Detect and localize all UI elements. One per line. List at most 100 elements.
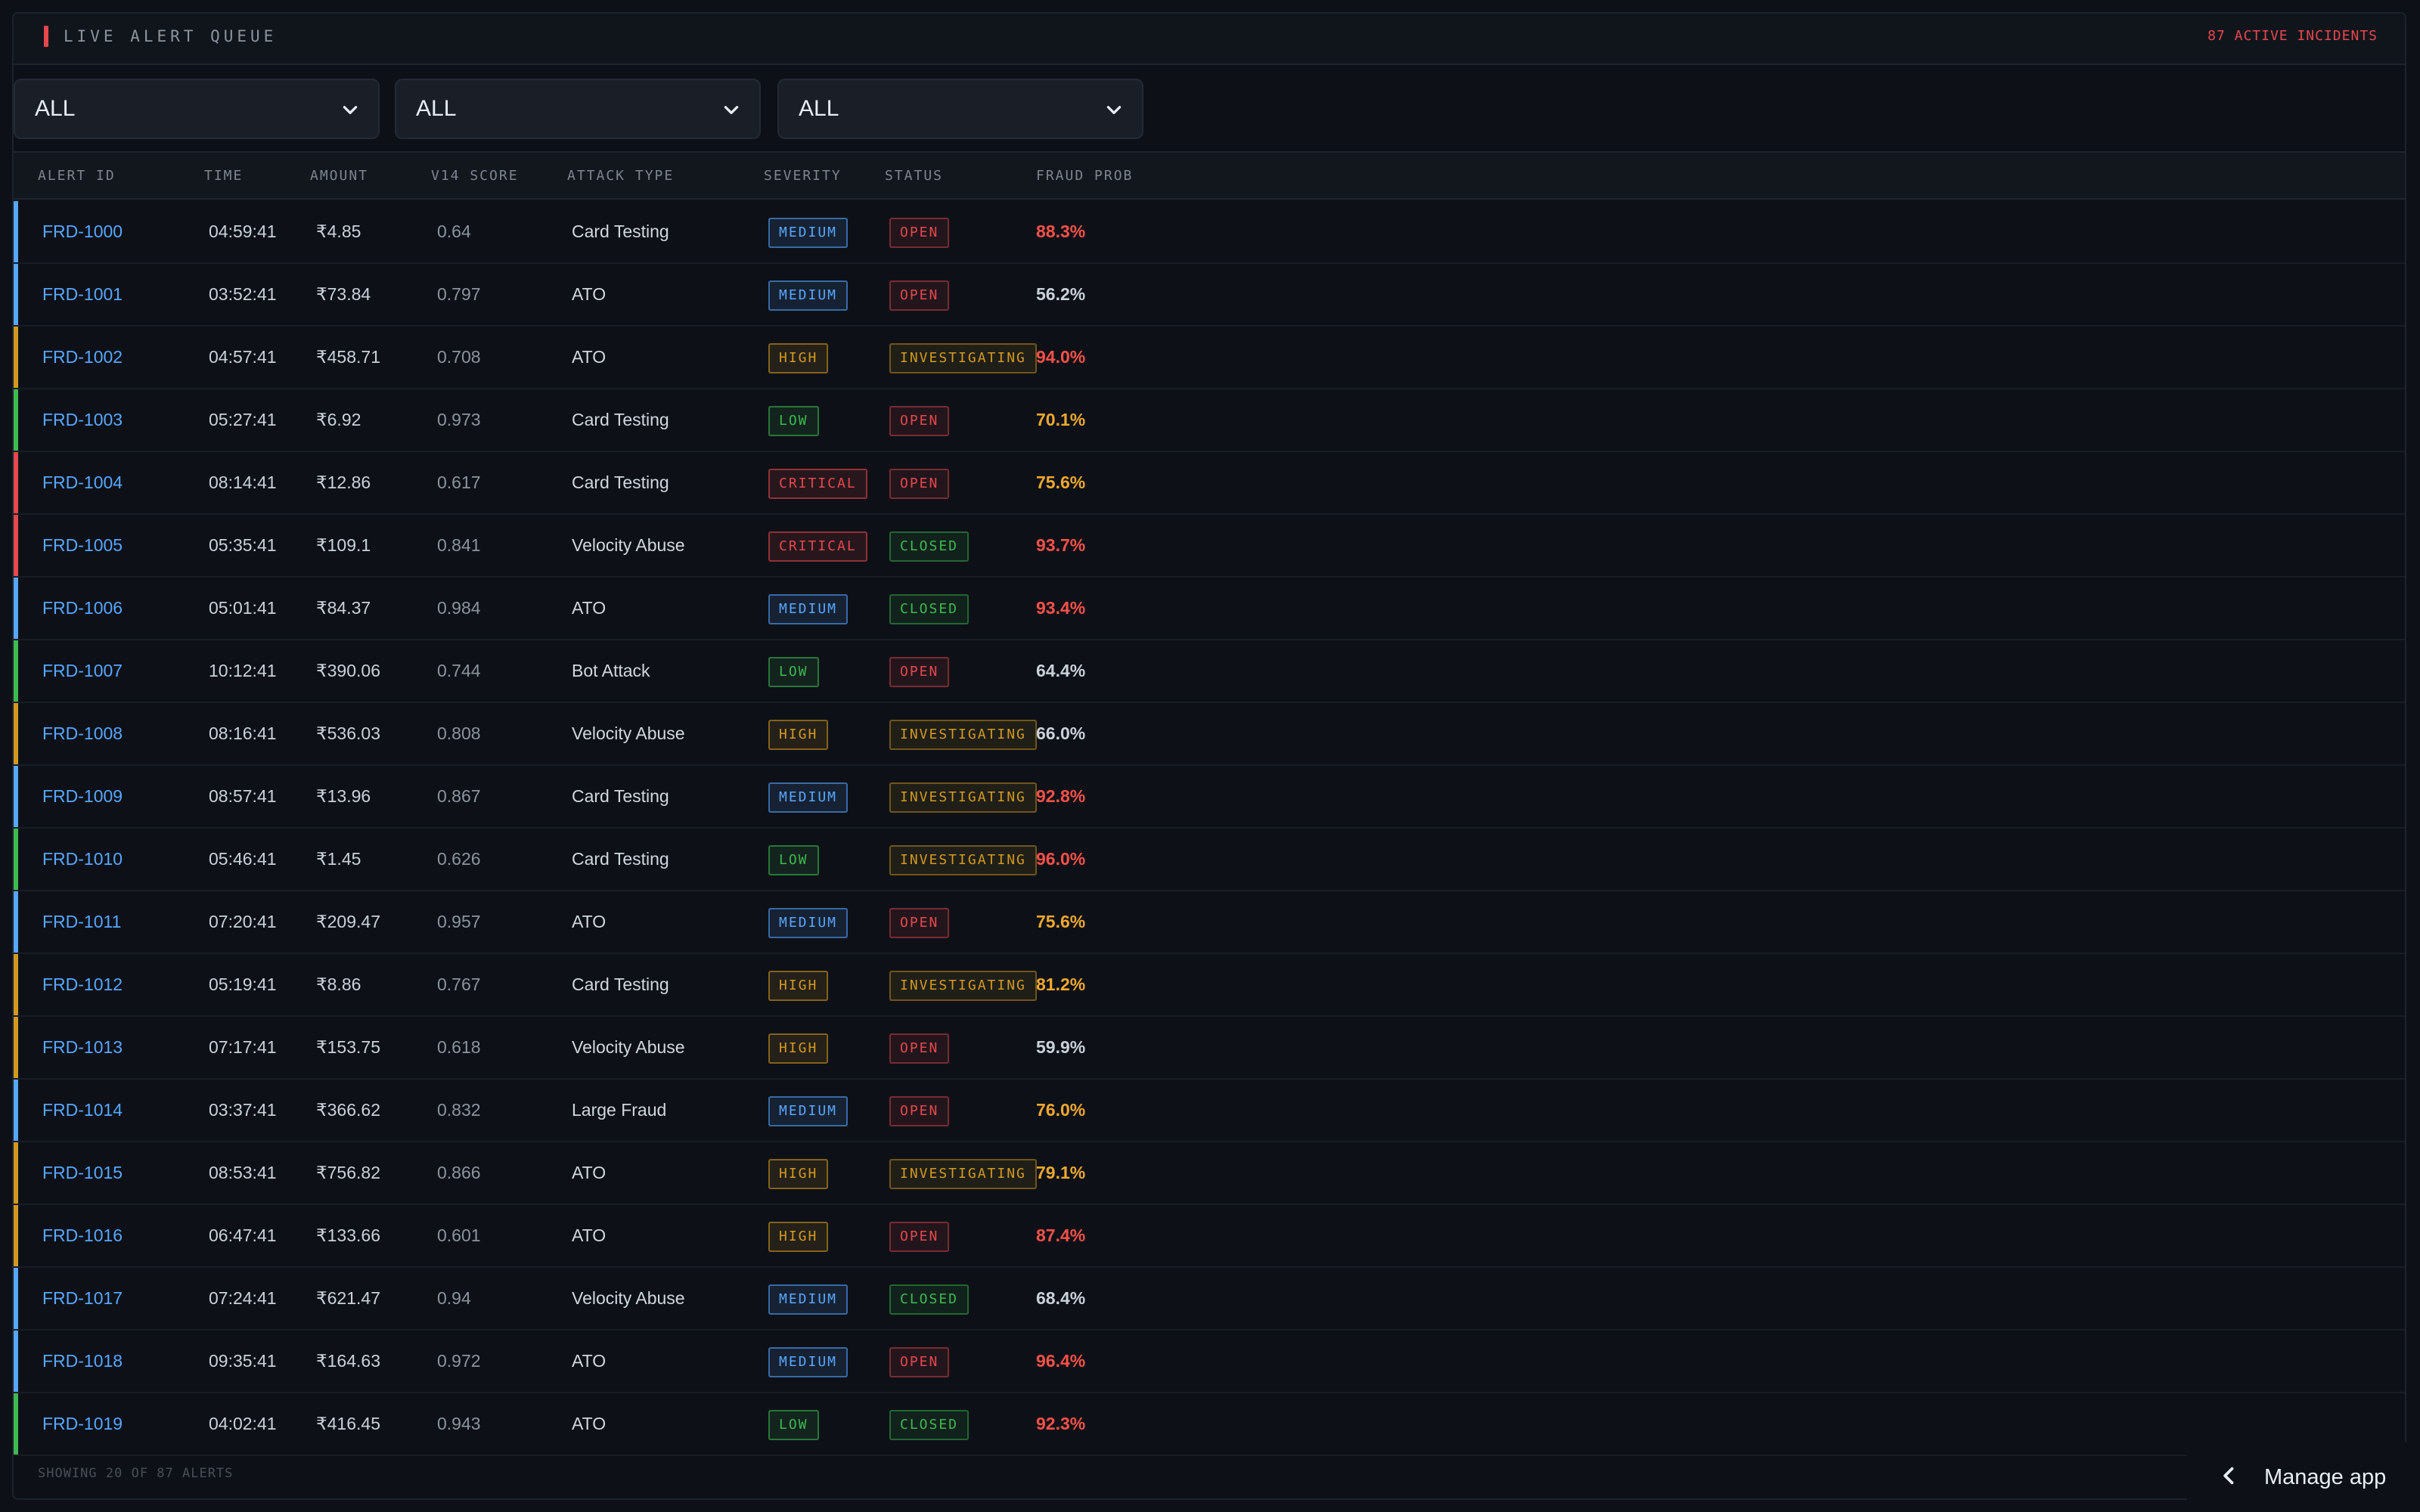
table-row[interactable]: FRD-1008 08:16:41 ₹536.03 0.808 Velocity Abu… [14, 703, 2405, 766]
table-header: ALERT ID TIME AMOUNT V14 SCORE ATTACK TY… [14, 153, 2405, 200]
alert-time: 07:24:41 [209, 1288, 277, 1308]
filter-value: ALL [416, 96, 457, 121]
attack-type: Card Testing [572, 974, 669, 994]
alert-id-link[interactable]: FRD-1002 [42, 347, 123, 367]
table-row[interactable]: FRD-1002 04:57:41 ₹458.71 0.708 ATO HIGH INVES… [14, 327, 2405, 389]
severity-accent-bar [14, 264, 18, 325]
alert-id-link[interactable]: FRD-1005 [42, 535, 123, 555]
column-header-status[interactable]: STATUS [885, 168, 944, 184]
table-row[interactable]: FRD-1018 09:35:41 ₹164.63 0.972 ATO MEDIUM OPE… [14, 1331, 2405, 1393]
severity-accent-bar [14, 703, 18, 764]
severity-badge: LOW [768, 406, 819, 436]
fraud-probability: 59.9% [1036, 1037, 1086, 1057]
alert-id-link[interactable]: FRD-1009 [42, 786, 123, 806]
alert-amount: ₹73.84 [316, 284, 371, 304]
table-row[interactable]: FRD-1010 05:46:41 ₹1.45 0.626 Card Testing LO… [14, 829, 2405, 891]
table-row[interactable]: FRD-1012 05:19:41 ₹8.86 0.767 Card Testing HI… [14, 954, 2405, 1017]
alert-id-link[interactable]: FRD-1000 [42, 222, 123, 241]
manage-app-button[interactable]: Manage app [2187, 1442, 2420, 1512]
table-row[interactable]: FRD-1000 04:59:41 ₹4.85 0.64 Card Testing MED… [14, 201, 2405, 264]
table-row[interactable]: FRD-1006 05:01:41 ₹84.37 0.984 ATO MEDIUM CLOS… [14, 578, 2405, 640]
column-header-amount[interactable]: AMOUNT [310, 168, 369, 184]
alert-id-link[interactable]: FRD-1018 [42, 1351, 123, 1371]
v14-score: 0.841 [437, 535, 481, 555]
severity-badge: MEDIUM [768, 908, 849, 938]
severity-badge: MEDIUM [768, 1347, 849, 1377]
attack-type: Velocity Abuse [572, 1037, 685, 1057]
table-row[interactable]: FRD-1001 03:52:41 ₹73.84 0.797 ATO MEDIUM OPEN… [14, 264, 2405, 327]
column-header-time[interactable]: TIME [204, 168, 244, 184]
attack-type: Large Fraud [572, 1100, 667, 1120]
alert-id-link[interactable]: FRD-1003 [42, 410, 123, 429]
severity-accent-bar [14, 1142, 18, 1204]
filter-bar: ALL ALL ALL [14, 65, 2405, 160]
column-header-alert-id[interactable]: ALERT ID [38, 168, 116, 184]
alert-id-link[interactable]: FRD-1007 [42, 661, 123, 680]
attack-type-filter-select[interactable]: ALL [777, 79, 1143, 139]
status-badge: OPEN [889, 908, 950, 938]
status-badge: INVESTIGATING [889, 1159, 1037, 1189]
alert-id-link[interactable]: FRD-1019 [42, 1414, 123, 1433]
alert-id-link[interactable]: FRD-1012 [42, 974, 123, 994]
page-title: LIVE ALERT QUEUE [64, 27, 278, 45]
alert-id-link[interactable]: FRD-1011 [42, 912, 122, 931]
column-header-v14-score[interactable]: V14 SCORE [431, 168, 519, 184]
v14-score: 0.832 [437, 1100, 481, 1120]
table-row[interactable]: FRD-1007 10:12:41 ₹390.06 0.744 Bot Attack LO… [14, 640, 2405, 703]
alert-time: 05:46:41 [209, 849, 277, 869]
alert-id-link[interactable]: FRD-1010 [42, 849, 123, 869]
alert-id-link[interactable]: FRD-1001 [42, 284, 123, 304]
fraud-probability: 93.4% [1036, 598, 1086, 618]
column-header-attack-type[interactable]: ATTACK TYPE [567, 168, 675, 184]
severity-accent-bar [14, 891, 18, 953]
table-row[interactable]: FRD-1009 08:57:41 ₹13.96 0.867 Card Testing M… [14, 766, 2405, 829]
v14-score: 0.957 [437, 912, 481, 931]
status-badge: OPEN [889, 280, 950, 311]
alert-id-link[interactable]: FRD-1016 [42, 1225, 123, 1245]
column-header-severity[interactable]: SEVERITY [764, 168, 842, 184]
v14-score: 0.867 [437, 786, 481, 806]
alert-amount: ₹4.85 [316, 222, 361, 241]
table-row[interactable]: FRD-1004 08:14:41 ₹12.86 0.617 Card Testing C… [14, 452, 2405, 515]
table-row[interactable]: FRD-1003 05:27:41 ₹6.92 0.973 Card Testing LO… [14, 389, 2405, 452]
status-badge: OPEN [889, 406, 950, 436]
alert-id-link[interactable]: FRD-1008 [42, 723, 123, 743]
severity-filter-select[interactable]: ALL [14, 79, 380, 139]
alert-id-link[interactable]: FRD-1013 [42, 1037, 123, 1057]
alert-id-link[interactable]: FRD-1017 [42, 1288, 123, 1308]
table-row[interactable]: FRD-1005 05:35:41 ₹109.1 0.841 Velocity Abus… [14, 515, 2405, 578]
severity-badge: MEDIUM [768, 594, 849, 624]
alert-time: 05:19:41 [209, 974, 277, 994]
chevron-down-icon [343, 106, 358, 114]
alert-amount: ₹756.82 [316, 1163, 380, 1182]
alert-id-link[interactable]: FRD-1006 [42, 598, 123, 618]
alert-id-link[interactable]: FRD-1015 [42, 1163, 123, 1182]
fraud-probability: 75.6% [1036, 472, 1086, 492]
alert-id-link[interactable]: FRD-1014 [42, 1100, 123, 1120]
column-header-fraud-prob[interactable]: FRAUD PROB [1036, 168, 1134, 184]
v14-score: 0.972 [437, 1351, 481, 1371]
severity-badge: MEDIUM [768, 280, 849, 311]
status-filter-select[interactable]: ALL [395, 79, 761, 139]
alerts-table: ALERT ID TIME AMOUNT V14 SCORE ATTACK TY… [14, 151, 2405, 1462]
table-row[interactable]: FRD-1016 06:47:41 ₹133.66 0.601 ATO HIGH OPEN 8… [14, 1205, 2405, 1268]
table-row[interactable]: FRD-1011 07:20:41 ₹209.47 0.957 ATO MEDIUM OPE… [14, 891, 2405, 954]
fraud-probability: 56.2% [1036, 284, 1086, 304]
fraud-probability: 66.0% [1036, 723, 1086, 743]
table-row[interactable]: FRD-1015 08:53:41 ₹756.82 0.866 ATO HIGH INVES… [14, 1142, 2405, 1205]
status-badge: CLOSED [889, 594, 970, 624]
v14-score: 0.626 [437, 849, 481, 869]
attack-type: Card Testing [572, 410, 669, 429]
status-badge: CLOSED [889, 531, 970, 562]
table-row[interactable]: FRD-1019 04:02:41 ₹416.45 0.943 ATO LOW CLOSED… [14, 1393, 2405, 1456]
v14-score: 0.797 [437, 284, 481, 304]
table-row[interactable]: FRD-1014 03:37:41 ₹366.62 0.832 Large Fraud M… [14, 1080, 2405, 1142]
alert-amount: ₹366.62 [316, 1100, 380, 1120]
table-row[interactable]: FRD-1017 07:24:41 ₹621.47 0.94 Velocity Abus… [14, 1268, 2405, 1331]
alert-id-link[interactable]: FRD-1004 [42, 472, 123, 492]
table-row[interactable]: FRD-1013 07:17:41 ₹153.75 0.618 Velocity Abu… [14, 1017, 2405, 1080]
severity-badge: CRITICAL [768, 469, 867, 499]
alert-time: 05:27:41 [209, 410, 277, 429]
severity-accent-bar [14, 452, 18, 513]
severity-accent-bar [14, 201, 18, 262]
